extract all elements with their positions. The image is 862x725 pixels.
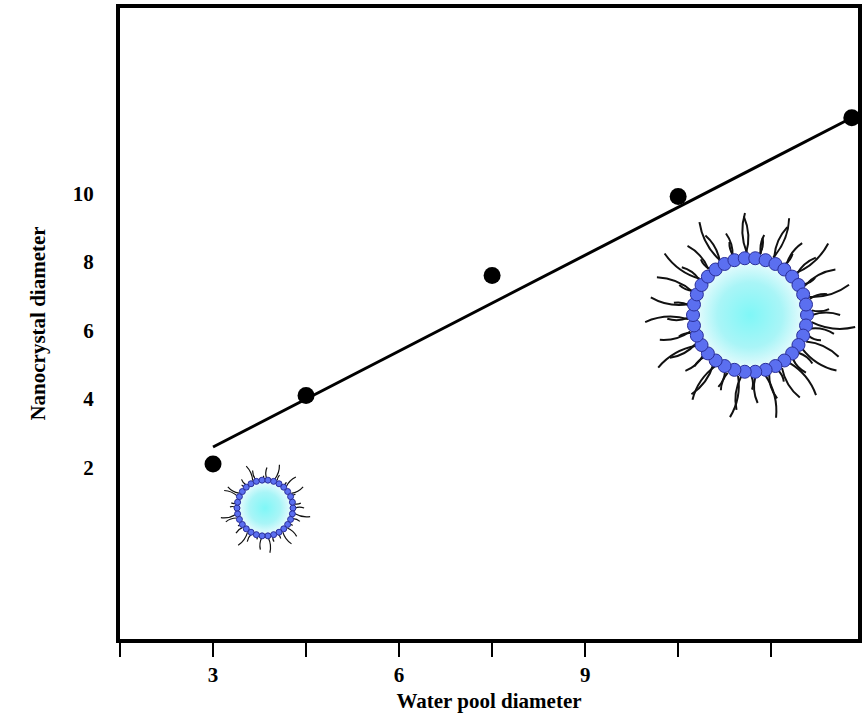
- svg-text:2: 2: [83, 456, 94, 480]
- svg-text:8: 8: [83, 250, 94, 274]
- svg-text:6: 6: [83, 319, 94, 343]
- svg-text:10: 10: [73, 182, 94, 206]
- svg-text:9: 9: [580, 663, 591, 687]
- svg-text:6: 6: [394, 663, 405, 687]
- svg-text:Water pool diameter: Water pool diameter: [396, 689, 581, 713]
- svg-text:4: 4: [83, 387, 94, 411]
- svg-text:Nanocrystal diameter: Nanocrystal diameter: [26, 226, 50, 420]
- svg-text:3: 3: [208, 663, 219, 687]
